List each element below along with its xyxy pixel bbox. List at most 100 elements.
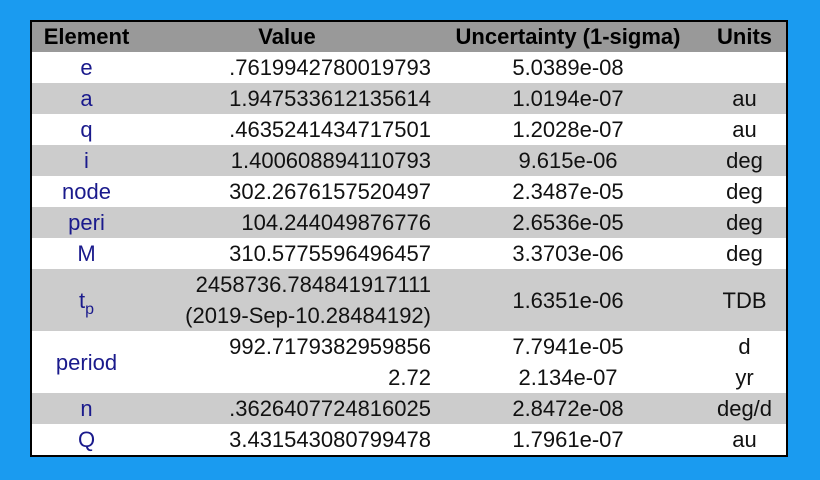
value: 310.5775596496457 <box>229 241 431 266</box>
value-cell: 310.5775596496457 <box>141 238 433 269</box>
element-name: a <box>80 86 93 111</box>
element-name: node <box>62 179 111 204</box>
uncertainty: 9.615e-06 <box>518 148 618 173</box>
units-cell: deg <box>703 238 787 269</box>
units: deg <box>726 241 763 266</box>
uncertainty-cell: 2.6536e-05 <box>433 207 703 238</box>
table-row: tp 2458736.784841917111 (2019-Sep-10.28484… <box>31 269 787 331</box>
units-cell: deg <box>703 176 787 207</box>
value-cell: 1.947533612135614 <box>141 83 433 114</box>
table-row: node 302.2676157520497 2.3487e-05 deg <box>31 176 787 207</box>
element-cell: i <box>31 145 141 176</box>
header-row: Element Value Uncertainty (1-sigma) Units <box>31 21 787 52</box>
units: deg <box>726 210 763 235</box>
uncertainty: 3.3703e-06 <box>512 241 624 266</box>
units-cell: deg <box>703 145 787 176</box>
element-cell: tp <box>31 269 141 331</box>
units-cell: au <box>703 114 787 145</box>
units-cell: TDB <box>703 269 787 331</box>
element-name: q <box>80 117 93 142</box>
element-name: t <box>78 287 86 313</box>
value: 992.7179382959856 <box>229 334 431 359</box>
uncertainty-cell: 1.6351e-06 <box>433 269 703 331</box>
element-name: period <box>55 349 118 375</box>
uncertainty: 2.134e-07 <box>518 365 618 390</box>
uncertainty-cell: 1.7961e-07 <box>433 424 703 456</box>
table-row: n .3626407724816025 2.8472e-08 deg/d <box>31 393 787 424</box>
element-cell: e <box>31 52 141 83</box>
element-cell: peri <box>31 207 141 238</box>
uncertainty: 1.0194e-07 <box>512 86 624 111</box>
uncertainty-cell: 2.3487e-05 <box>433 176 703 207</box>
element-cell: node <box>31 176 141 207</box>
value-cell: .7619942780019793 <box>141 52 433 83</box>
value-cell: 3.431543080799478 <box>141 424 433 456</box>
value: 1.400608894110793 <box>230 148 431 173</box>
column-header: Uncertainty (1-sigma) <box>433 21 703 52</box>
element-name: n <box>80 396 93 421</box>
value: 104.244049876776 <box>241 210 431 235</box>
uncertainty-cell: 1.2028e-07 <box>433 114 703 145</box>
units-cell: au <box>703 424 787 456</box>
value-cell: .3626407724816025 <box>141 393 433 424</box>
table-row: M 310.5775596496457 3.3703e-06 deg <box>31 238 787 269</box>
value: .4635241434717501 <box>229 117 431 142</box>
units-cell: au <box>703 83 787 114</box>
table-body: e .7619942780019793 5.0389e-08 a 1.947533612… <box>31 52 787 456</box>
element-name: Q <box>77 427 96 452</box>
element-name: i <box>84 148 89 173</box>
uncertainty: 2.3487e-05 <box>512 179 624 204</box>
uncertainty: 2.6536e-05 <box>512 210 624 235</box>
value: 302.2676157520497 <box>229 179 431 204</box>
uncertainty-cell: 1.0194e-07 <box>433 83 703 114</box>
element-cell: n <box>31 393 141 424</box>
table-row: e .7619942780019793 5.0389e-08 <box>31 52 787 83</box>
uncertainty-cell: 9.615e-06 <box>433 145 703 176</box>
uncertainty: 1.7961e-07 <box>512 427 624 452</box>
units: au <box>732 86 757 111</box>
element-name: peri <box>68 210 105 235</box>
value-cell: 1.400608894110793 <box>141 145 433 176</box>
element-name: e <box>80 55 93 80</box>
units-cell: deg <box>703 207 787 238</box>
element-name: M <box>77 241 96 266</box>
element-cell: M <box>31 238 141 269</box>
table-row: i 1.400608894110793 9.615e-06 deg <box>31 145 787 176</box>
value-cell: .4635241434717501 <box>141 114 433 145</box>
uncertainty: 1.6351e-06 <box>512 287 624 313</box>
table-row: a 1.947533612135614 1.0194e-07 au <box>31 83 787 114</box>
value: 2.72 <box>388 365 431 390</box>
uncertainty-cell: 2.8472e-08 <box>433 393 703 424</box>
column-header: Value <box>141 21 433 52</box>
units: yr <box>735 365 754 390</box>
units: deg <box>726 148 763 173</box>
units: TDB <box>722 287 767 313</box>
uncertainty-cell: 3.3703e-06 <box>433 238 703 269</box>
units: d <box>738 334 751 359</box>
value-cell: 104.244049876776 <box>141 207 433 238</box>
value-cell: 992.7179382959856 2.72 <box>141 331 433 393</box>
table-row: period 992.7179382959856 2.72 7.7941e-05 2.1… <box>31 331 787 393</box>
uncertainty-cell: 7.7941e-05 2.134e-07 <box>433 331 703 393</box>
value: 2458736.784841917111 <box>195 272 431 297</box>
units-cell <box>703 52 787 83</box>
uncertainty-cell: 5.0389e-08 <box>433 52 703 83</box>
elements-table: Element Value Uncertainty (1-sigma) Units e… <box>30 20 788 457</box>
uncertainty: 5.0389e-08 <box>512 55 624 80</box>
element-cell: q <box>31 114 141 145</box>
units-cell: deg/d <box>703 393 787 424</box>
value: 3.431543080799478 <box>229 427 431 452</box>
value: .3626407724816025 <box>229 396 431 421</box>
value: (2019-Sep-10.28484192) <box>185 303 431 328</box>
value: 1.947533612135614 <box>229 86 431 111</box>
units-cell: d yr <box>703 331 787 393</box>
value: .7619942780019793 <box>229 55 431 80</box>
element-cell: period <box>31 331 141 393</box>
table-row: q .4635241434717501 1.2028e-07 au <box>31 114 787 145</box>
units: au <box>732 427 757 452</box>
uncertainty: 7.7941e-05 <box>512 334 624 359</box>
table-header: Element Value Uncertainty (1-sigma) Units <box>31 21 787 52</box>
table-row: Q 3.431543080799478 1.7961e-07 au <box>31 424 787 456</box>
element-subscript: p <box>85 300 95 318</box>
